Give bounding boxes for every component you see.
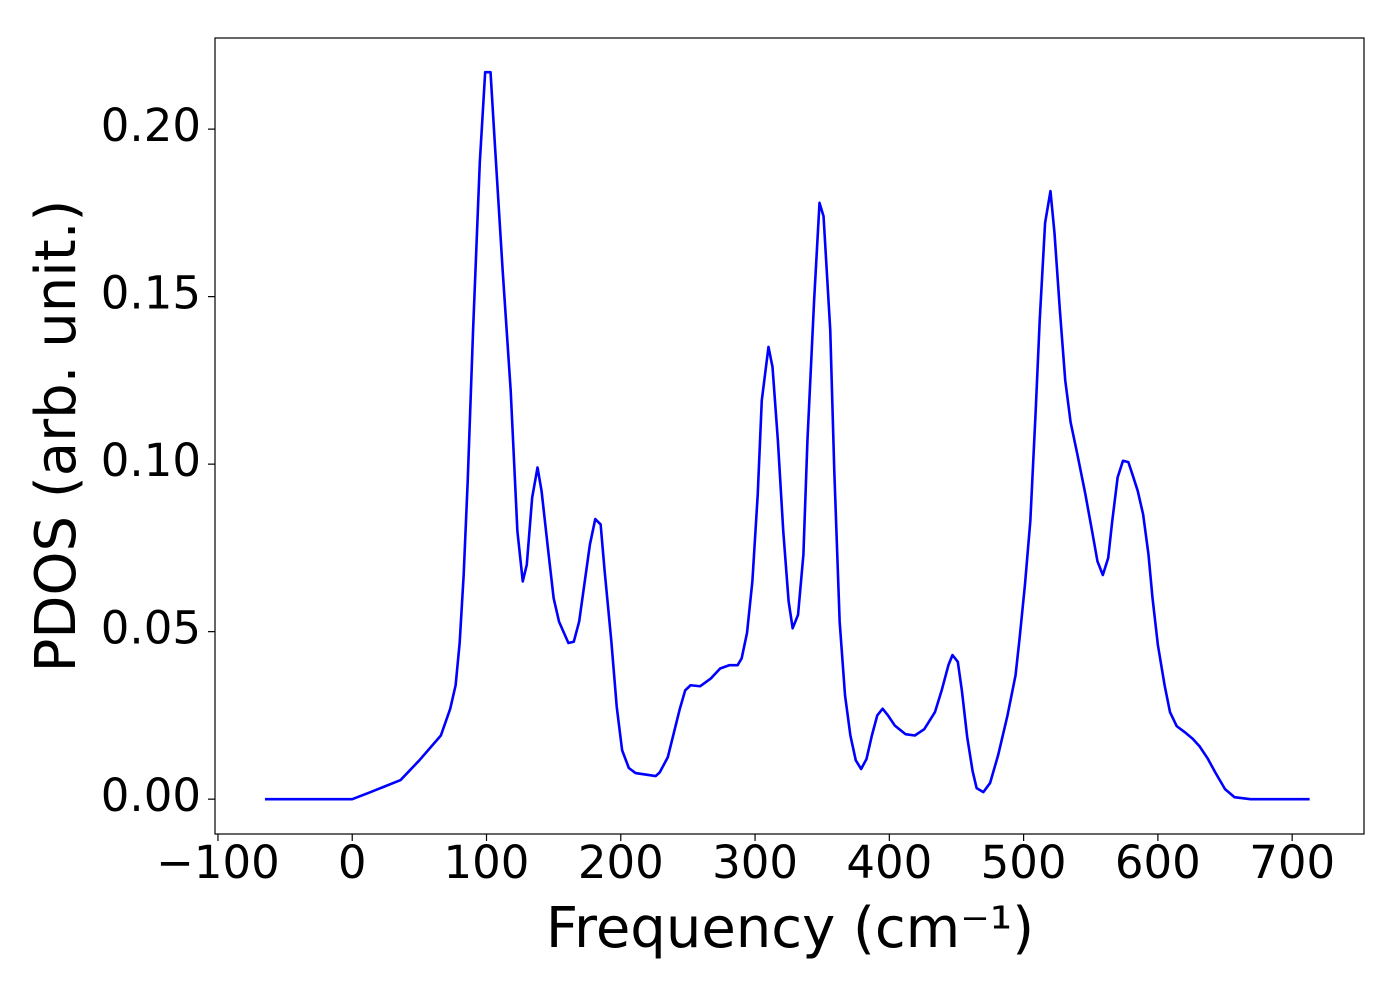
x-tick-label: 600: [1115, 836, 1201, 889]
x-axis-label: Frequency (cm⁻¹): [546, 896, 1034, 961]
y-tick-label: 0.15: [101, 267, 201, 320]
plot-frame: [214, 37, 1365, 835]
y-axis-label: PDOS (arb. unit.): [24, 200, 89, 673]
y-tick-label: 0.10: [101, 434, 201, 487]
y-tick-label: 0.00: [101, 769, 201, 822]
y-tick-label: 0.20: [101, 99, 201, 152]
x-tick-label: 500: [981, 836, 1067, 889]
x-tick-label: 700: [1249, 836, 1335, 889]
y-tick-label: 0.05: [101, 602, 201, 655]
x-tick-label: 100: [444, 836, 530, 889]
x-tick-label: 0: [338, 836, 367, 889]
x-tick-label: 400: [846, 836, 932, 889]
data-line: [264, 70, 1310, 801]
x-tick-label: −100: [156, 836, 280, 889]
x-tick-label: 300: [712, 836, 798, 889]
x-tick-label: 200: [578, 836, 664, 889]
